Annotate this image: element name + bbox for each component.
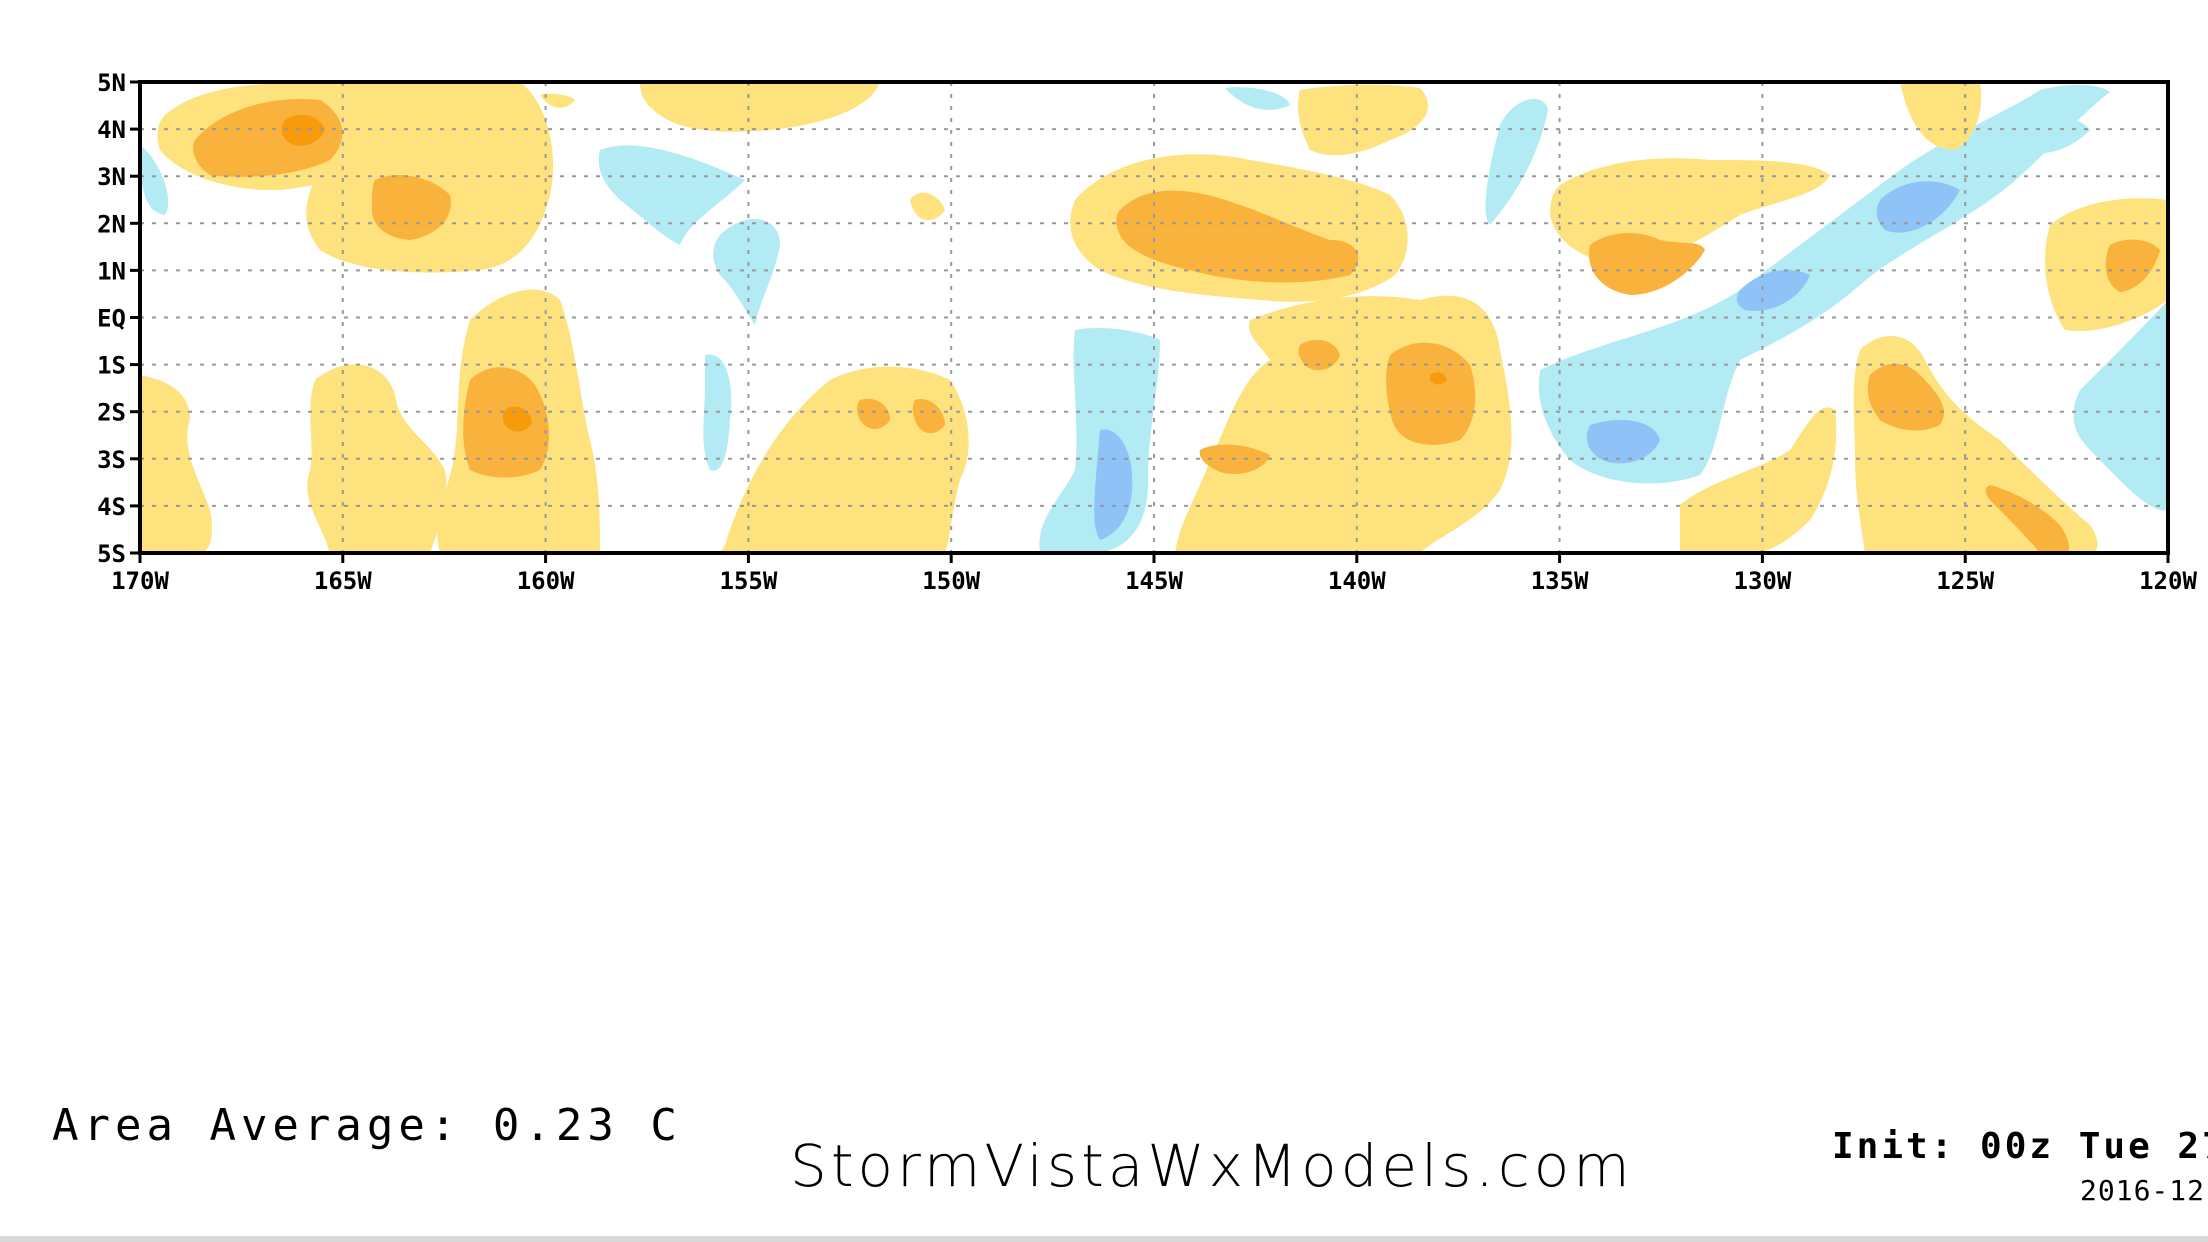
x-tick-label: 150W: [922, 567, 980, 595]
y-tick-label: 3S: [97, 446, 126, 474]
y-tick-label: 2N: [97, 210, 126, 238]
map-frame: [138, 80, 2170, 555]
x-tick-label: 130W: [1734, 567, 1792, 595]
y-tick-label: EQ: [97, 305, 126, 333]
x-tick-label: 125W: [1936, 567, 1994, 595]
bottom-bar: [0, 1236, 2208, 1242]
y-tick-label: 4N: [97, 116, 126, 144]
y-tick-label: 1N: [97, 257, 126, 285]
init-date-text: 2016-12: [2080, 1174, 2206, 1207]
y-tick-label: 2S: [97, 399, 126, 427]
grid-lines: [140, 82, 2168, 553]
x-tick-label: 145W: [1125, 567, 1183, 595]
y-tick-label: 5N: [97, 69, 126, 97]
y-tick-label: 3N: [97, 163, 126, 191]
x-tick-label: 140W: [1328, 567, 1386, 595]
y-tick-label: 4S: [97, 493, 126, 521]
anomaly-contours: [140, 82, 2168, 553]
x-tick-label: 155W: [720, 567, 778, 595]
init-time-text: Init: 00z Tue 27: [1832, 1126, 2208, 1167]
y-tick-label: 1S: [97, 352, 126, 380]
cool-anomaly-medium: [1094, 181, 1960, 540]
area-average-text: Area Average: 0.23 C: [52, 1100, 682, 1151]
x-tick-label: 165W: [314, 567, 372, 595]
y-axis-labels: 5N 4N 3N 2N 1N EQ 1S 2S 3S 4S 5S: [97, 69, 126, 568]
x-tick-label: 170W: [111, 567, 169, 595]
x-tick-label: 135W: [1531, 567, 1589, 595]
x-axis-labels: 170W 165W 160W 155W 150W 145W 140W 135W 130W 125W…: [111, 567, 2197, 595]
y-tick-label: 5S: [97, 540, 126, 568]
warm-anomaly-light: [140, 82, 2168, 553]
x-tick-label: 160W: [517, 567, 575, 595]
x-tick-label: 120W: [2139, 567, 2197, 595]
watermark-text: StormVistaWxModels.com: [790, 1132, 1634, 1200]
